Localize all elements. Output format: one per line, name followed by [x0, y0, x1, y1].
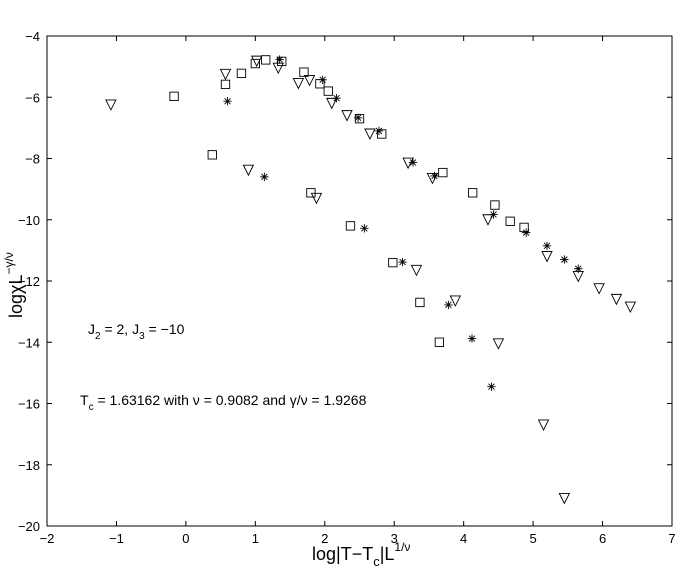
- triangle-marker: [624, 301, 637, 314]
- y-tick-label: −20: [18, 519, 40, 534]
- square-marker: [415, 297, 425, 308]
- asterisk-marker: [275, 55, 284, 64]
- x-tick-label: 6: [599, 531, 606, 546]
- triangle-marker: [449, 295, 462, 307]
- asterisk-marker: [374, 126, 384, 136]
- x-tick-label: −1: [109, 531, 124, 546]
- square-marker: [169, 91, 179, 101]
- square-marker: [250, 58, 260, 69]
- square-marker: [220, 79, 231, 90]
- asterisk-marker: [542, 241, 552, 250]
- asterisk-marker: [398, 257, 407, 267]
- x-tick-label: 2: [321, 531, 328, 546]
- series-square: [169, 55, 529, 347]
- square-marker: [490, 200, 500, 210]
- asterisk-marker: [467, 334, 477, 343]
- asterisk-marker: [444, 300, 453, 310]
- triangle-marker: [292, 78, 305, 90]
- y-tick-label: −4: [25, 29, 40, 44]
- asterisk-marker: [430, 171, 439, 181]
- triangle-marker: [558, 492, 571, 505]
- triangle-marker: [593, 283, 605, 295]
- asterisk-marker: [487, 382, 496, 391]
- triangle-marker: [364, 128, 376, 141]
- x-tick-label: 7: [668, 531, 675, 546]
- triangle-marker: [537, 419, 550, 431]
- y-tick-label: −12: [18, 274, 40, 289]
- triangle-marker: [492, 338, 505, 350]
- x-tick-label: 1: [252, 531, 259, 546]
- x-tick-label: 0: [182, 531, 189, 546]
- square-marker: [434, 337, 445, 347]
- triangle-marker: [402, 157, 414, 170]
- square-marker: [306, 188, 316, 198]
- x-tick-label: 3: [391, 531, 398, 546]
- square-marker: [323, 86, 333, 96]
- square-marker: [505, 216, 515, 226]
- x-tick-label: 4: [460, 531, 467, 546]
- x-tick-label: −2: [40, 531, 55, 546]
- square-marker: [236, 68, 247, 79]
- annotation-coupling: J2 = 2, J3 = −10: [88, 321, 185, 342]
- square-marker: [345, 221, 356, 231]
- square-marker: [377, 129, 387, 139]
- square-marker: [438, 167, 448, 178]
- triangle-marker: [272, 62, 284, 75]
- asterisk-marker: [489, 210, 498, 219]
- triangle-marker: [242, 164, 255, 177]
- asterisk-marker: [560, 255, 569, 264]
- asterisk-marker: [332, 93, 341, 103]
- square-marker: [388, 257, 398, 268]
- square-marker: [207, 150, 217, 160]
- axis-ticks: −2 −1 0 1 2 3 4 5 6 7−20−18−16−14−12−10−8−6−4: [18, 29, 676, 546]
- data-points: [105, 55, 637, 505]
- square-marker: [261, 55, 271, 65]
- y-tick-label: −16: [18, 397, 40, 412]
- y-tick-label: −14: [18, 335, 40, 350]
- asterisk-marker: [360, 224, 369, 233]
- triangle-marker: [341, 110, 353, 122]
- triangle-marker: [482, 214, 494, 226]
- triangle-marker: [610, 293, 623, 306]
- y-tick-label: −10: [18, 213, 40, 228]
- asterisk-marker: [318, 75, 327, 84]
- series-asterisk: [223, 55, 583, 391]
- y-tick-label: −8: [25, 152, 40, 167]
- triangle-marker: [310, 192, 323, 205]
- triangle-marker: [219, 68, 232, 81]
- square-marker: [519, 222, 529, 233]
- triangle-marker: [410, 264, 423, 277]
- triangle-marker: [541, 251, 553, 263]
- square-marker: [354, 114, 365, 124]
- y-tick-label: −18: [18, 458, 40, 473]
- annotation-critical-temperature: Tc = 1.63162 with ν = 0.9082 and γ/ν = 1…: [80, 392, 367, 413]
- y-tick-label: −6: [25, 90, 40, 105]
- triangle-marker: [303, 74, 316, 87]
- square-marker: [468, 188, 478, 198]
- series-triangle-down: [105, 55, 637, 505]
- asterisk-marker: [353, 113, 363, 122]
- triangle-marker: [325, 97, 338, 110]
- asterisk-marker: [260, 172, 269, 182]
- x-axis-label: log|T−Tc|L1/ν: [312, 540, 410, 569]
- square-marker: [299, 67, 309, 77]
- triangle-marker: [250, 55, 263, 68]
- triangle-marker: [105, 99, 117, 111]
- asterisk-marker: [574, 264, 583, 273]
- asterisk-marker: [521, 228, 531, 237]
- y-axis-label: logχL−γ/ν: [2, 252, 26, 318]
- asterisk-marker: [408, 158, 418, 167]
- x-tick-label: 5: [529, 531, 536, 546]
- asterisk-marker: [223, 97, 232, 106]
